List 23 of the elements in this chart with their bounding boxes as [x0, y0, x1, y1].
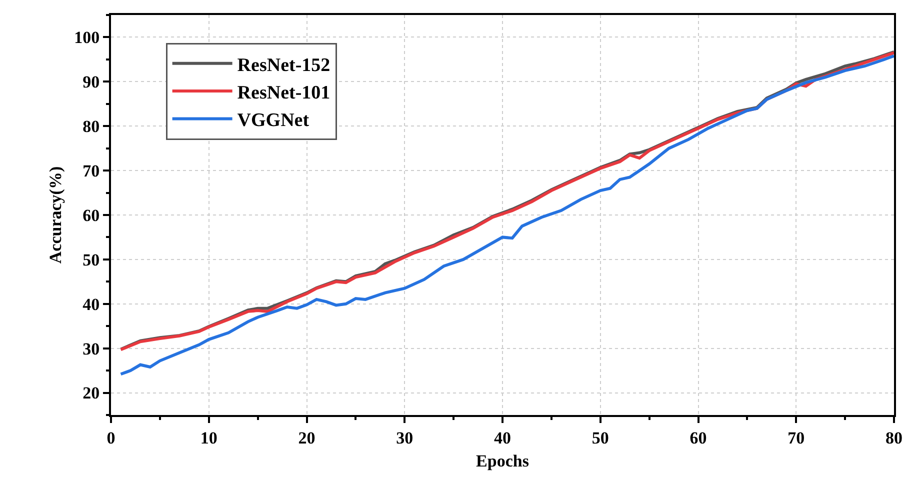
x-tick-label: 40: [494, 428, 511, 448]
x-tick-label: 80: [886, 428, 902, 448]
y-tick-label: 90: [82, 72, 100, 92]
x-tick-label: 50: [592, 428, 609, 448]
y-tick-label: 40: [82, 294, 100, 314]
y-tick-label: 30: [82, 339, 100, 358]
x-axis-title: Epochs: [476, 451, 530, 470]
x-tick-label: 70: [788, 428, 805, 448]
y-tick-label: 50: [82, 250, 100, 270]
x-tick-label: 60: [690, 428, 707, 448]
y-axis-title: Accuracy(%): [46, 166, 66, 264]
legend-label: ResNet-152: [237, 54, 330, 76]
y-tick-label: 70: [82, 162, 100, 181]
y-tick-label: 100: [74, 28, 100, 48]
y-tick-label: 60: [82, 206, 100, 225]
x-tick-label: 20: [298, 428, 316, 448]
x-tick-label: 0: [106, 428, 116, 448]
legend-label: VGGNet: [237, 110, 310, 132]
legend-label: ResNet-101: [237, 82, 330, 104]
x-tick-label: 10: [200, 428, 218, 448]
y-tick-label: 20: [82, 384, 100, 403]
y-tick-label: 80: [82, 117, 100, 136]
x-tick-label: 30: [396, 428, 414, 448]
